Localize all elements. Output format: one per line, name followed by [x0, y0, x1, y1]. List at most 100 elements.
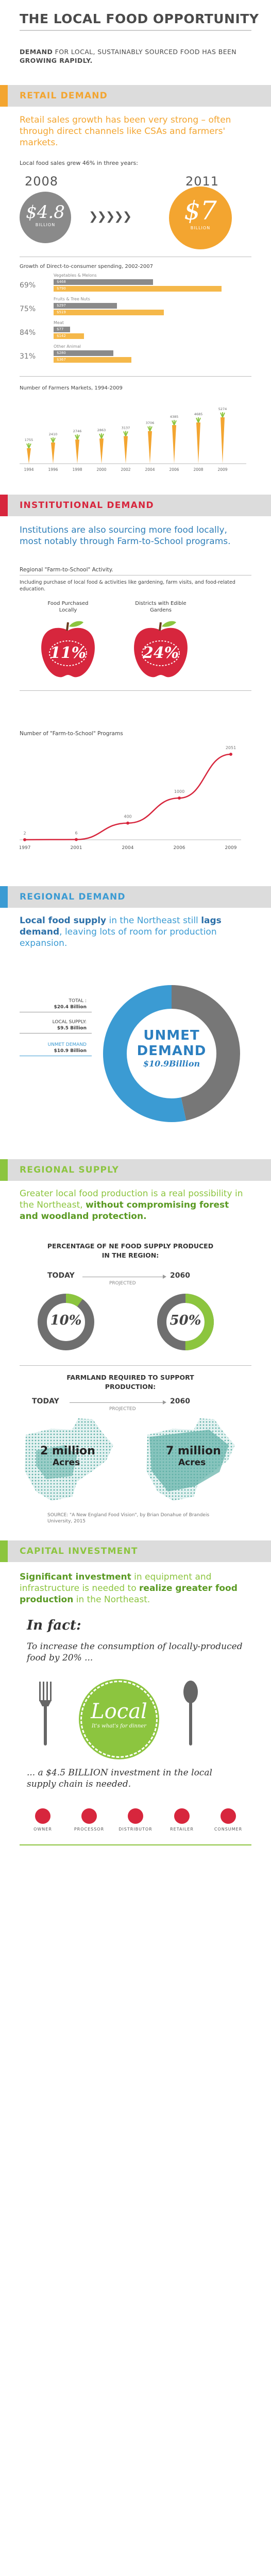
bar-2007: $519	[54, 310, 164, 315]
section-title-capital: CAPITAL INVESTMENT	[20, 1546, 138, 1556]
local-badge-main: Local	[91, 1700, 147, 1723]
data-point	[23, 838, 26, 841]
apple-label-2: Districts with Edible Gardens	[135, 601, 187, 613]
chain-label: OWNER	[33, 1827, 52, 1832]
local-badge-sub: It's what's for dinner	[92, 1723, 146, 1729]
quote-1: To increase the consumption of locally-p…	[27, 1641, 243, 1663]
bar-2007: $790	[54, 286, 222, 292]
quote-2: ... a $4.5 BILLION investment in the loc…	[27, 1768, 212, 1789]
percentage-title: PERCENTAGE OF NE FOOD SUPPLY PRODUCED IN…	[47, 1242, 214, 1259]
today-label: TODAY	[47, 1272, 75, 1280]
divider	[20, 1365, 251, 1366]
carrot-bar	[27, 448, 31, 464]
chain-icon	[81, 1808, 97, 1824]
carrot-leaves	[75, 434, 80, 440]
retail-lead: Retail sales growth has been very strong…	[20, 115, 231, 148]
chain-step: DISTRIBUTOR	[112, 1808, 159, 1832]
total-value: $20.4 Billion	[54, 1005, 87, 1010]
chain-step: RETAILER	[159, 1808, 205, 1832]
bar-2007: $142	[54, 333, 84, 339]
value-label: 1755	[25, 438, 33, 442]
lead-strong: lags demand	[20, 916, 222, 937]
carrot-leaves	[50, 437, 56, 443]
divider	[20, 376, 251, 377]
tick-label: 2000	[96, 467, 106, 472]
unmet-label-text: UNMET DEMAND	[47, 1042, 87, 1047]
carrot-leaves	[220, 412, 225, 418]
title-underline	[20, 30, 251, 31]
tick-label: 1997	[20, 845, 30, 851]
data-point	[178, 796, 181, 800]
intro-strong-2: GROWING RAPIDLY.	[20, 57, 93, 64]
carrot-leaves	[99, 433, 104, 439]
arrow-head	[163, 1400, 166, 1404]
total-label: TOTAL : $20.4 Billion	[20, 998, 87, 1010]
section-accent	[0, 1540, 8, 1562]
chain-label: RETAILER	[170, 1827, 194, 1832]
header-band	[0, 0, 271, 80]
carrot-bar	[51, 442, 55, 464]
regional-demand-lead: Local food supply in the Northeast still…	[20, 915, 246, 949]
acres-future: 7 million Acres	[166, 1445, 228, 1468]
supply-chain-row: OWNER PROCESSOR DISTRIBUTOR RETAILER CONSUME…	[20, 1808, 251, 1839]
tick-label: 1998	[72, 467, 82, 472]
carrot-leaves	[123, 431, 128, 436]
value-label: 2863	[97, 428, 106, 432]
section-accent	[0, 1159, 8, 1181]
value-label: 6	[75, 831, 77, 836]
value-label: 2410	[49, 432, 58, 436]
bar-value: $77	[57, 327, 64, 331]
carrot-bar	[124, 436, 128, 464]
chain-label: CONSUMER	[214, 1827, 243, 1832]
bar-value: $280	[57, 351, 66, 355]
bar-2002: $297	[54, 303, 117, 309]
section-title-retail: RETAIL DEMAND	[20, 91, 108, 101]
carrot-leaves	[172, 420, 177, 426]
chain-step: CONSUMER	[205, 1808, 251, 1832]
projected-label-2: PROJECTED	[109, 1406, 136, 1412]
bar-value: $519	[57, 310, 66, 314]
value-label: 3706	[146, 421, 155, 425]
footer-rule	[20, 1844, 251, 1845]
divider	[20, 690, 251, 691]
lead-text: in equipment and infrastructure is neede…	[20, 1572, 212, 1594]
tick-label: 2004	[122, 845, 134, 851]
today-label-2: TODAY	[32, 1397, 59, 1405]
arrow-head	[163, 1275, 166, 1279]
section-accent	[0, 85, 8, 107]
tick-label: 2006	[174, 845, 185, 851]
lead-strong: without compromising forest and woodland…	[20, 1200, 229, 1222]
bar-value: $468	[57, 280, 66, 284]
growth-percent: 31%	[20, 352, 36, 361]
total-label-text: TOTAL :	[69, 998, 87, 1004]
acres-today-num: 2 million	[40, 1445, 95, 1458]
growth-percent: 75%	[20, 305, 36, 313]
chain-step: PROCESSOR	[66, 1808, 112, 1832]
lead-strong: Significant investment	[20, 1572, 131, 1582]
donut-fill	[157, 1294, 214, 1350]
acres-today-unit: Acres	[53, 1458, 80, 1468]
value-end-unit: BILLION	[190, 226, 211, 230]
section-header-regional-supply: REGIONAL SUPPLY	[0, 1159, 271, 1181]
growth-percent: 69%	[20, 281, 36, 290]
section-title-institutional: INSTITUTIONAL DEMAND	[20, 500, 154, 511]
apple-value-2: 24%	[142, 644, 179, 662]
value-label: 3137	[122, 426, 130, 430]
section-header-regional-demand: REGIONAL DEMAND	[0, 886, 271, 908]
section-header-capital: CAPITAL INVESTMENT	[0, 1540, 271, 1562]
regional-supply-lead: Greater local food production is a real …	[20, 1188, 246, 1222]
lead-text: Greater local food production is a real …	[20, 1189, 243, 1210]
lead-text: , leaving lots of room for production ex…	[20, 927, 217, 948]
arrow-line	[70, 1402, 165, 1403]
carrot-bar	[75, 439, 79, 464]
section-header-institutional: INSTITUTIONAL DEMAND	[0, 495, 271, 516]
capital-lead: Significant investment in equipment and …	[20, 1571, 246, 1605]
tick-label: 1994	[24, 467, 33, 472]
carrot-leaves	[147, 426, 153, 432]
section-title-regional-demand: REGIONAL DEMAND	[20, 892, 126, 902]
carrot-bar	[172, 425, 176, 464]
unmet-label: UNMET DEMAND $10.9 Billion	[20, 1042, 87, 1054]
in-fact: In fact:	[27, 1618, 81, 1633]
data-point	[126, 821, 129, 825]
donut-center-text: UNMET DEMAND $10.9Billion	[133, 1028, 210, 1069]
